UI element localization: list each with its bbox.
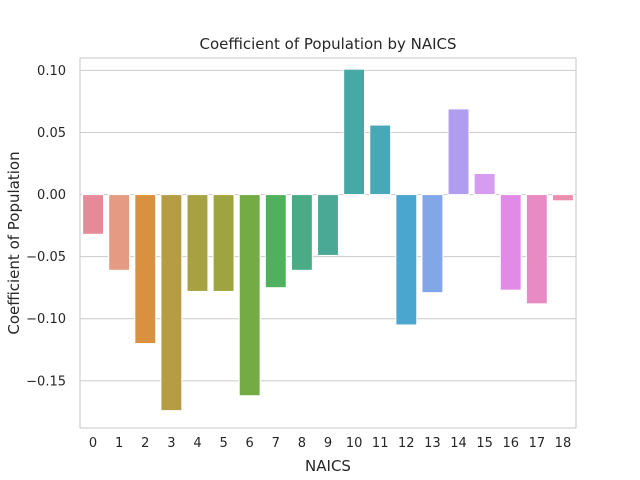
bar-naics-11 [369,124,392,196]
bar-naics-5 [212,194,235,292]
x-tick-label: 18 [555,436,572,451]
bar-naics-10 [343,68,366,196]
bar-naics-7 [264,194,287,289]
bar-naics-0 [82,194,104,235]
x-tick-label: 10 [346,436,363,451]
x-axis-label: NAICS [305,457,351,475]
y-tick-label: −0.10 [26,312,66,327]
x-tick-label: 5 [219,436,227,451]
x-tick-label: 17 [529,436,546,451]
bar-naics-9 [317,194,339,256]
x-tick-label: 14 [450,436,467,451]
bar-naics-13 [421,194,444,294]
bar-naics-1 [108,194,131,271]
bar-naics-12 [395,194,418,326]
x-tick-label: 12 [398,436,415,451]
bar-naics-4 [186,194,209,292]
bar-naics-3 [160,194,183,412]
bar-naics-17 [525,194,548,305]
bars-group [82,68,574,412]
x-tick-label: 0 [89,436,97,451]
y-tick-label: 0.05 [37,126,66,141]
x-tick-label: 13 [424,436,441,451]
bar-naics-16 [499,194,522,291]
x-tick-label: 1 [115,436,123,451]
chart-title: Coefficient of Population by NAICS [199,35,456,53]
x-tick-label: 4 [193,436,201,451]
x-tick-label: 7 [272,436,280,451]
x-tick-labels: 0 1 2 3 4 5 6 7 8 9 10 11 12 13 14 15 16 17 18 [89,436,571,451]
x-tick-label: 6 [246,436,254,451]
bar-naics-6 [238,194,261,397]
bar-naics-18 [552,194,574,202]
bar-naics-8 [290,194,313,271]
x-tick-label: 16 [502,436,519,451]
bar-naics-2 [134,194,157,345]
x-tick-label: 15 [476,436,493,451]
y-tick-labels: 0.10 0.05 0.00 −0.05 −0.10 −0.15 [26,64,66,389]
y-tick-label: −0.05 [26,250,66,265]
x-tick-label: 11 [372,436,389,451]
x-tick-label: 9 [324,436,332,451]
bar-naics-15 [473,172,496,196]
plot-frame [79,57,577,429]
bar-naics-14 [447,108,470,196]
y-tick-label: 0.10 [37,64,66,79]
y-tick-label: 0.00 [37,188,66,203]
y-axis-label: Coefficient of Population [5,151,23,334]
x-tick-label: 3 [167,436,175,451]
y-tick-label: −0.15 [26,374,66,389]
x-tick-label: 2 [141,436,149,451]
x-tick-label: 8 [298,436,306,451]
